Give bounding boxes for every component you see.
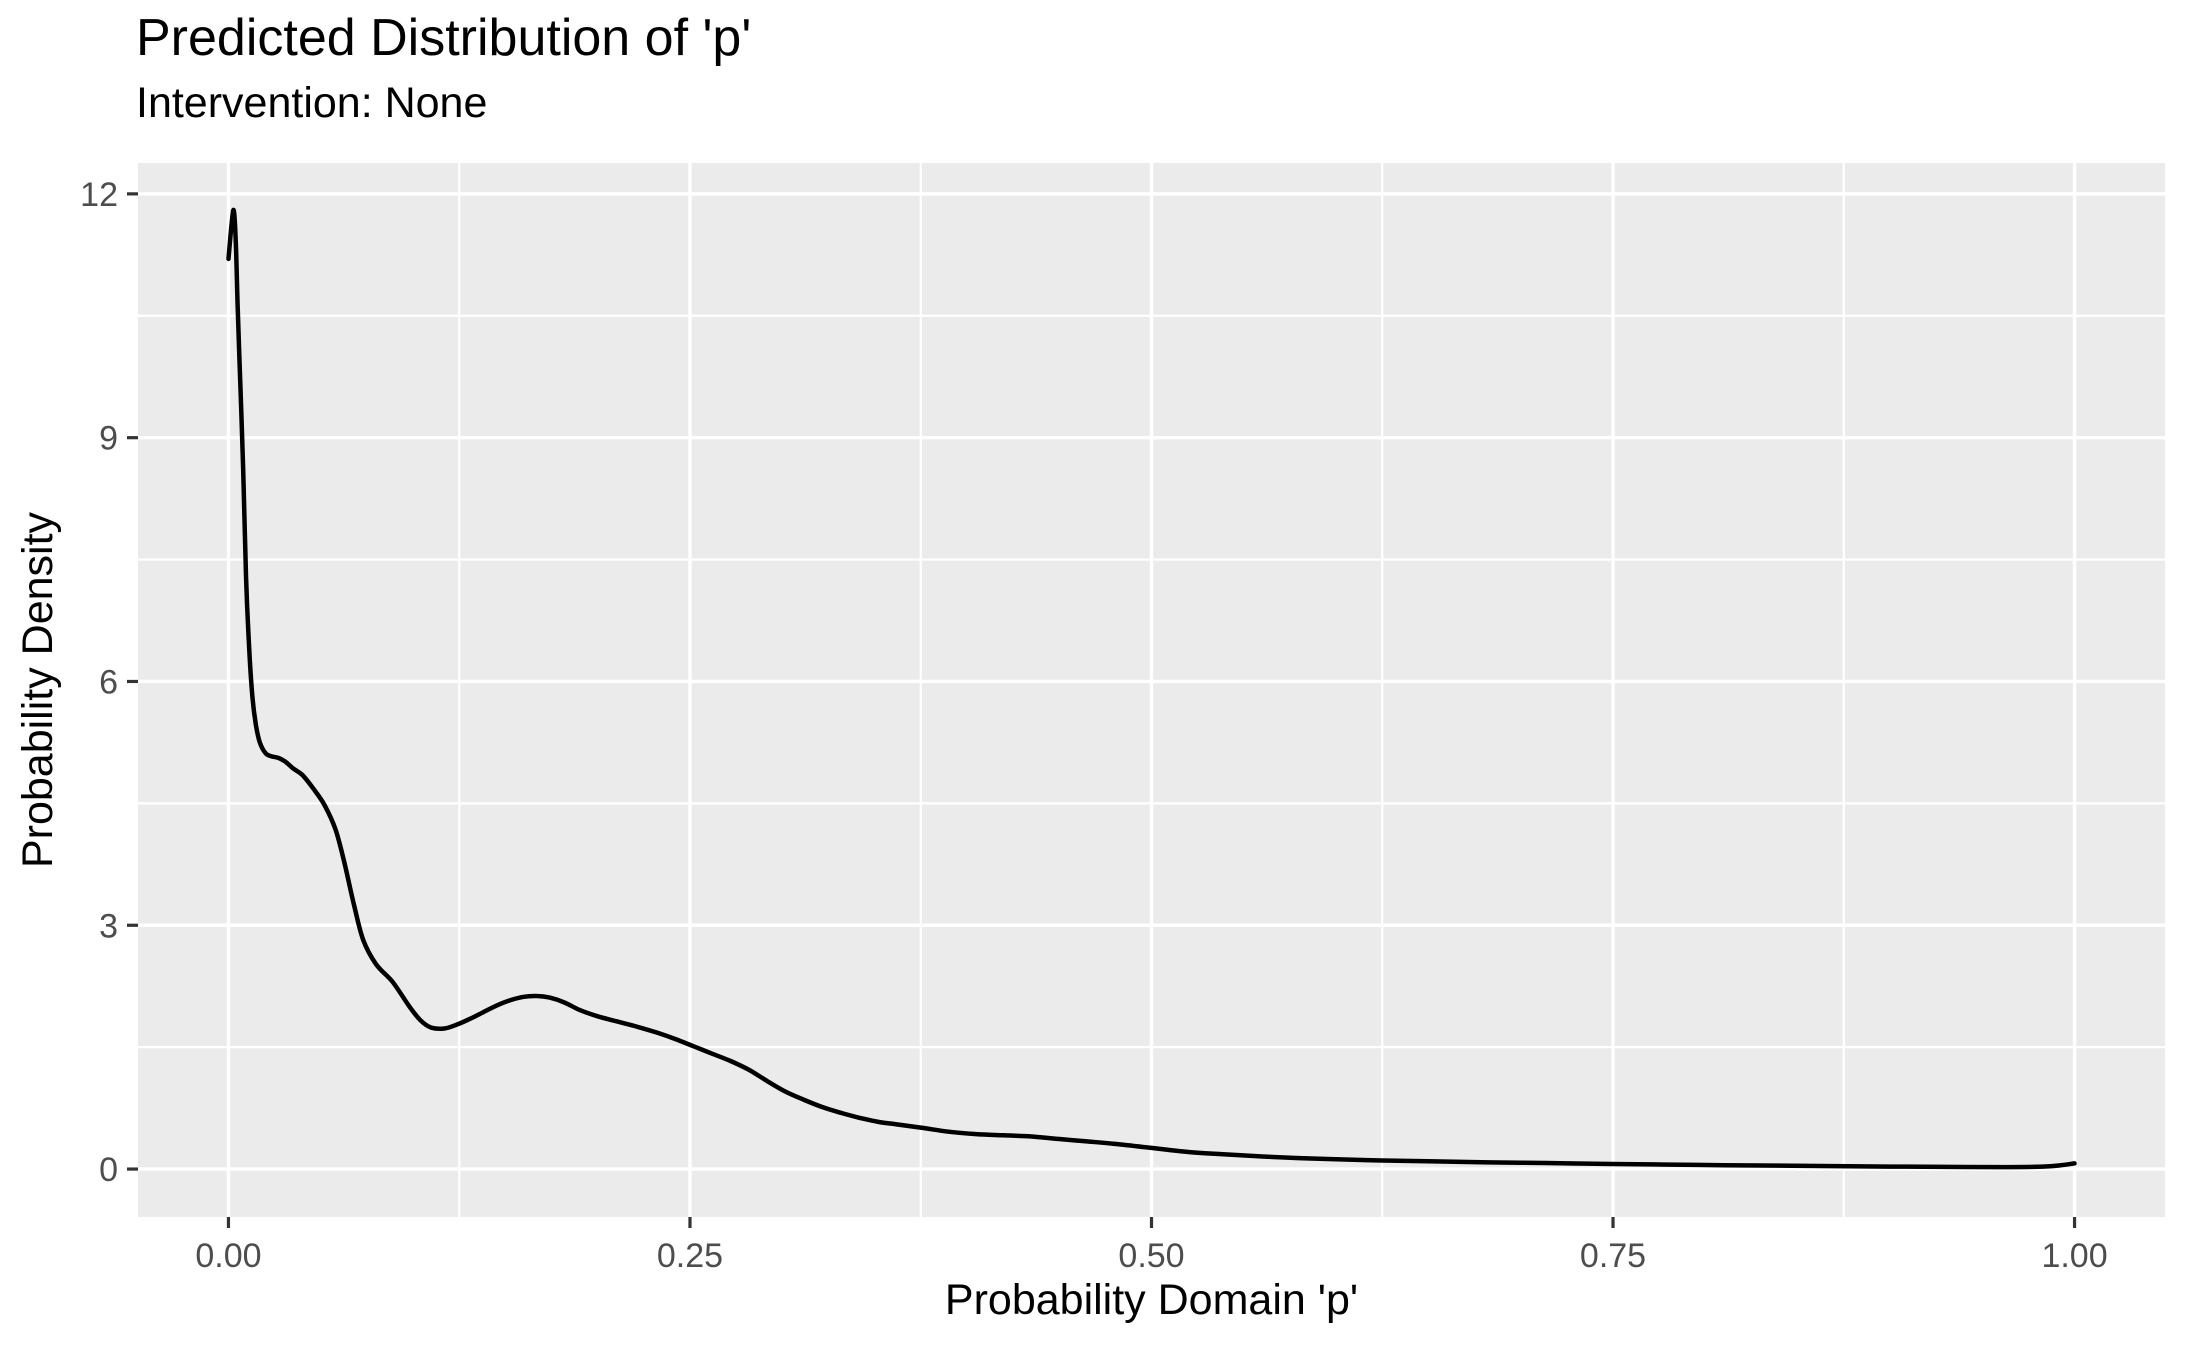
x-tick-label: 1.00 xyxy=(2041,1237,2107,1275)
x-axis-title: Probability Domain 'p' xyxy=(944,1276,1359,1324)
x-tick-label: 0.75 xyxy=(1580,1237,1646,1275)
plot-title: Predicted Distribution of 'p' xyxy=(136,9,752,67)
x-tick-label: 0.50 xyxy=(1118,1237,1184,1275)
y-tick-label: 6 xyxy=(99,663,118,701)
y-tick-label: 3 xyxy=(99,907,118,945)
y-axis-title: Probability Density xyxy=(14,511,62,869)
y-tick-label: 0 xyxy=(99,1151,118,1189)
y-tick-label: 9 xyxy=(99,420,118,458)
density-curve xyxy=(226,207,2077,1170)
plot-subtitle: Intervention: None xyxy=(136,79,488,127)
y-tick-label: 12 xyxy=(80,176,118,214)
x-tick-label: 0.25 xyxy=(657,1237,723,1275)
x-tick-label: 0.00 xyxy=(195,1237,261,1275)
